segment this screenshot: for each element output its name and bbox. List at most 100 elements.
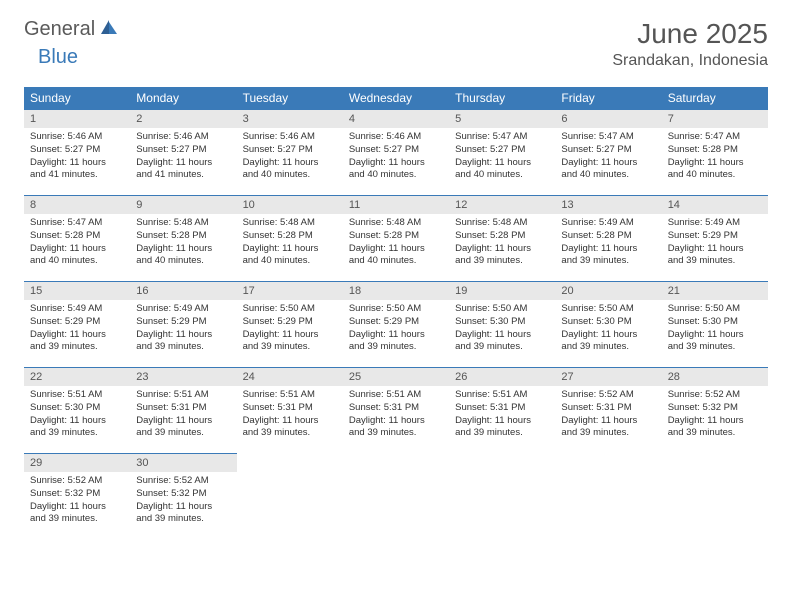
weekday-header-row: SundayMondayTuesdayWednesdayThursdayFrid… <box>24 87 768 109</box>
logo-word2: Blue <box>38 46 78 69</box>
day-body: Sunrise: 5:46 AMSunset: 5:27 PMDaylight:… <box>130 128 236 188</box>
calendar-week-row: 15Sunrise: 5:49 AMSunset: 5:29 PMDayligh… <box>24 281 768 367</box>
day-number: 2 <box>130 109 236 128</box>
day-body: Sunrise: 5:48 AMSunset: 5:28 PMDaylight:… <box>343 214 449 274</box>
day-body: Sunrise: 5:50 AMSunset: 5:30 PMDaylight:… <box>555 300 661 360</box>
calendar-day-cell: 3Sunrise: 5:46 AMSunset: 5:27 PMDaylight… <box>237 109 343 195</box>
day-number: 4 <box>343 109 449 128</box>
day-body: Sunrise: 5:47 AMSunset: 5:27 PMDaylight:… <box>449 128 555 188</box>
calendar-day-cell: 16Sunrise: 5:49 AMSunset: 5:29 PMDayligh… <box>130 281 236 367</box>
calendar-day-cell: 28Sunrise: 5:52 AMSunset: 5:32 PMDayligh… <box>662 367 768 453</box>
day-number: 19 <box>449 281 555 300</box>
calendar-day-cell: 7Sunrise: 5:47 AMSunset: 5:28 PMDaylight… <box>662 109 768 195</box>
day-number: 5 <box>449 109 555 128</box>
day-number: 3 <box>237 109 343 128</box>
calendar-day-cell: 8Sunrise: 5:47 AMSunset: 5:28 PMDaylight… <box>24 195 130 281</box>
calendar-day-cell: 26Sunrise: 5:51 AMSunset: 5:31 PMDayligh… <box>449 367 555 453</box>
weekday-header: Monday <box>130 87 236 109</box>
calendar-week-row: 8Sunrise: 5:47 AMSunset: 5:28 PMDaylight… <box>24 195 768 281</box>
day-body: Sunrise: 5:46 AMSunset: 5:27 PMDaylight:… <box>343 128 449 188</box>
day-number: 7 <box>662 109 768 128</box>
weekday-header: Wednesday <box>343 87 449 109</box>
day-body: Sunrise: 5:51 AMSunset: 5:31 PMDaylight:… <box>237 386 343 446</box>
calendar-day-cell: 15Sunrise: 5:49 AMSunset: 5:29 PMDayligh… <box>24 281 130 367</box>
day-number: 18 <box>343 281 449 300</box>
day-body: Sunrise: 5:51 AMSunset: 5:31 PMDaylight:… <box>130 386 236 446</box>
day-body: Sunrise: 5:46 AMSunset: 5:27 PMDaylight:… <box>24 128 130 188</box>
day-number: 6 <box>555 109 661 128</box>
day-body: Sunrise: 5:47 AMSunset: 5:27 PMDaylight:… <box>555 128 661 188</box>
calendar-day-cell: 19Sunrise: 5:50 AMSunset: 5:30 PMDayligh… <box>449 281 555 367</box>
calendar-day-cell <box>555 453 661 539</box>
logo: General <box>24 18 121 41</box>
day-number: 8 <box>24 195 130 214</box>
calendar-day-cell <box>237 453 343 539</box>
calendar-week-row: 29Sunrise: 5:52 AMSunset: 5:32 PMDayligh… <box>24 453 768 539</box>
calendar-day-cell: 27Sunrise: 5:52 AMSunset: 5:31 PMDayligh… <box>555 367 661 453</box>
calendar-day-cell: 12Sunrise: 5:48 AMSunset: 5:28 PMDayligh… <box>449 195 555 281</box>
calendar-day-cell: 30Sunrise: 5:52 AMSunset: 5:32 PMDayligh… <box>130 453 236 539</box>
day-body: Sunrise: 5:48 AMSunset: 5:28 PMDaylight:… <box>130 214 236 274</box>
day-number: 11 <box>343 195 449 214</box>
day-body: Sunrise: 5:47 AMSunset: 5:28 PMDaylight:… <box>662 128 768 188</box>
day-number: 21 <box>662 281 768 300</box>
day-body: Sunrise: 5:52 AMSunset: 5:32 PMDaylight:… <box>662 386 768 446</box>
logo-sail-icon <box>99 18 119 41</box>
calendar-day-cell <box>343 453 449 539</box>
weekday-header: Saturday <box>662 87 768 109</box>
day-body: Sunrise: 5:50 AMSunset: 5:30 PMDaylight:… <box>662 300 768 360</box>
day-number: 22 <box>24 367 130 386</box>
calendar-day-cell: 23Sunrise: 5:51 AMSunset: 5:31 PMDayligh… <box>130 367 236 453</box>
day-number: 24 <box>237 367 343 386</box>
weekday-header: Tuesday <box>237 87 343 109</box>
calendar-day-cell: 4Sunrise: 5:46 AMSunset: 5:27 PMDaylight… <box>343 109 449 195</box>
day-number: 16 <box>130 281 236 300</box>
calendar-day-cell: 17Sunrise: 5:50 AMSunset: 5:29 PMDayligh… <box>237 281 343 367</box>
day-body: Sunrise: 5:52 AMSunset: 5:32 PMDaylight:… <box>24 472 130 532</box>
day-number: 15 <box>24 281 130 300</box>
day-body: Sunrise: 5:49 AMSunset: 5:29 PMDaylight:… <box>24 300 130 360</box>
calendar-week-row: 1Sunrise: 5:46 AMSunset: 5:27 PMDaylight… <box>24 109 768 195</box>
day-number: 26 <box>449 367 555 386</box>
calendar-day-cell: 13Sunrise: 5:49 AMSunset: 5:28 PMDayligh… <box>555 195 661 281</box>
day-number: 10 <box>237 195 343 214</box>
day-body: Sunrise: 5:48 AMSunset: 5:28 PMDaylight:… <box>237 214 343 274</box>
day-body: Sunrise: 5:52 AMSunset: 5:32 PMDaylight:… <box>130 472 236 532</box>
day-body: Sunrise: 5:50 AMSunset: 5:29 PMDaylight:… <box>237 300 343 360</box>
day-body: Sunrise: 5:51 AMSunset: 5:30 PMDaylight:… <box>24 386 130 446</box>
day-number: 23 <box>130 367 236 386</box>
calendar-week-row: 22Sunrise: 5:51 AMSunset: 5:30 PMDayligh… <box>24 367 768 453</box>
day-number: 29 <box>24 453 130 472</box>
calendar-day-cell <box>662 453 768 539</box>
calendar-day-cell: 2Sunrise: 5:46 AMSunset: 5:27 PMDaylight… <box>130 109 236 195</box>
calendar-day-cell: 10Sunrise: 5:48 AMSunset: 5:28 PMDayligh… <box>237 195 343 281</box>
calendar-day-cell: 24Sunrise: 5:51 AMSunset: 5:31 PMDayligh… <box>237 367 343 453</box>
day-body: Sunrise: 5:51 AMSunset: 5:31 PMDaylight:… <box>449 386 555 446</box>
calendar-day-cell: 1Sunrise: 5:46 AMSunset: 5:27 PMDaylight… <box>24 109 130 195</box>
calendar-day-cell: 5Sunrise: 5:47 AMSunset: 5:27 PMDaylight… <box>449 109 555 195</box>
calendar-day-cell: 14Sunrise: 5:49 AMSunset: 5:29 PMDayligh… <box>662 195 768 281</box>
day-body: Sunrise: 5:52 AMSunset: 5:31 PMDaylight:… <box>555 386 661 446</box>
day-number: 27 <box>555 367 661 386</box>
day-number: 14 <box>662 195 768 214</box>
calendar-day-cell: 29Sunrise: 5:52 AMSunset: 5:32 PMDayligh… <box>24 453 130 539</box>
calendar-body: 1Sunrise: 5:46 AMSunset: 5:27 PMDaylight… <box>24 109 768 539</box>
day-body: Sunrise: 5:50 AMSunset: 5:30 PMDaylight:… <box>449 300 555 360</box>
day-number: 20 <box>555 281 661 300</box>
day-body: Sunrise: 5:47 AMSunset: 5:28 PMDaylight:… <box>24 214 130 274</box>
calendar-day-cell: 9Sunrise: 5:48 AMSunset: 5:28 PMDaylight… <box>130 195 236 281</box>
day-number: 12 <box>449 195 555 214</box>
day-body: Sunrise: 5:49 AMSunset: 5:29 PMDaylight:… <box>130 300 236 360</box>
day-number: 9 <box>130 195 236 214</box>
title-block: June 2025 Srandakan, Indonesia <box>612 18 768 70</box>
calendar-table: SundayMondayTuesdayWednesdayThursdayFrid… <box>24 87 768 539</box>
day-number: 1 <box>24 109 130 128</box>
location: Srandakan, Indonesia <box>612 52 768 70</box>
day-number: 17 <box>237 281 343 300</box>
day-body: Sunrise: 5:48 AMSunset: 5:28 PMDaylight:… <box>449 214 555 274</box>
calendar-day-cell: 6Sunrise: 5:47 AMSunset: 5:27 PMDaylight… <box>555 109 661 195</box>
day-body: Sunrise: 5:51 AMSunset: 5:31 PMDaylight:… <box>343 386 449 446</box>
day-body: Sunrise: 5:49 AMSunset: 5:28 PMDaylight:… <box>555 214 661 274</box>
calendar-day-cell: 22Sunrise: 5:51 AMSunset: 5:30 PMDayligh… <box>24 367 130 453</box>
calendar-day-cell: 18Sunrise: 5:50 AMSunset: 5:29 PMDayligh… <box>343 281 449 367</box>
